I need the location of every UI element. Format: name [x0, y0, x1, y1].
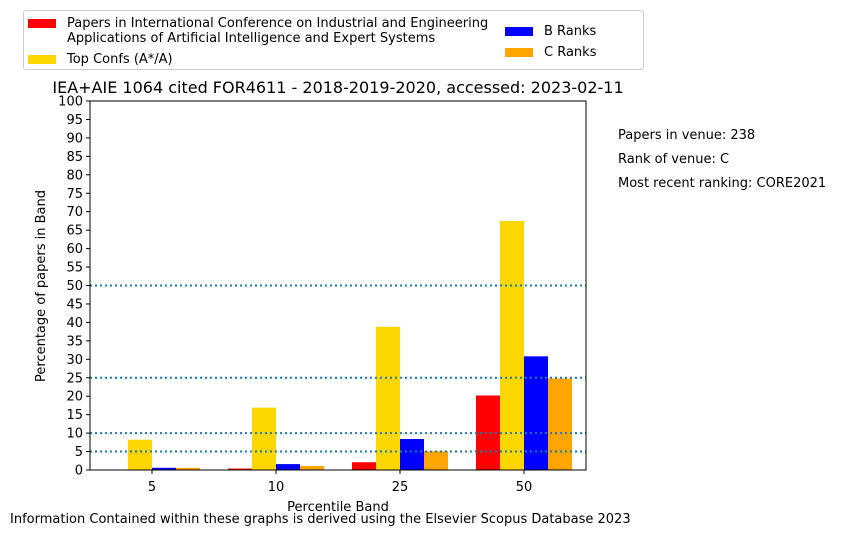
legend-label-b-ranks: B Ranks: [544, 24, 597, 39]
bar: [548, 378, 572, 470]
legend-swatch-b-ranks: [505, 27, 533, 36]
y-tick-label: 35: [66, 334, 83, 349]
y-tick-label: 85: [66, 150, 83, 165]
y-tick-label: 50: [66, 279, 83, 294]
bar: [300, 465, 324, 470]
x-tick-label: 5: [148, 480, 156, 495]
bar: [500, 220, 524, 470]
y-tick-label: 80: [66, 168, 83, 183]
legend: Papers in International Conference on In…: [23, 10, 644, 70]
chart-title: IEA+AIE 1064 cited FOR4611 - 2018-2019-2…: [52, 78, 623, 97]
bar: [352, 462, 376, 470]
legend-swatch-top-confs: [28, 55, 56, 64]
x-axis-label: Percentile Band: [287, 500, 389, 515]
x-tick-label: 50: [516, 480, 533, 495]
y-tick-label: 55: [66, 261, 83, 276]
bar: [424, 451, 448, 470]
most-recent-ranking-text: Most recent ranking: CORE2021: [618, 176, 827, 191]
y-tick-label: 40: [66, 316, 83, 331]
bar: [524, 356, 548, 470]
y-tick-label: 15: [66, 408, 83, 423]
x-tick-label: 25: [392, 480, 409, 495]
y-tick-label: 95: [66, 113, 83, 128]
bar: [400, 439, 424, 470]
y-tick-label: 20: [66, 390, 83, 405]
rank-of-venue-text: Rank of venue: C: [618, 152, 730, 167]
y-tick-label: 25: [66, 371, 83, 386]
papers-in-venue-text: Papers in venue: 238: [618, 128, 756, 143]
bar: [228, 468, 252, 470]
y-axis-label: Percentage of papers in Band: [34, 190, 49, 382]
y-tick-label: 75: [66, 187, 83, 202]
x-axis: 5 10 25 50: [148, 470, 532, 495]
bar: [376, 326, 400, 470]
legend-item-c-ranks: C Ranks: [505, 45, 596, 60]
y-tick-label: 5: [75, 445, 83, 460]
legend-swatch-c-ranks: [505, 48, 533, 57]
y-tick-label: 65: [66, 224, 83, 239]
bar: [276, 464, 300, 470]
y-tick-label: 30: [66, 353, 83, 368]
y-axis: 0 5 10 15 20 25 30 35 40 45 50 55 60 65 70 75 80 85 90 95 10…: [58, 95, 90, 479]
bar: [152, 467, 176, 470]
y-tick-label: 70: [66, 205, 83, 220]
legend-label-venue: Papers in International Conference on In…: [67, 16, 489, 46]
legend-label-top-confs: Top Confs (A*/A): [67, 52, 173, 67]
legend-item-venue: Papers in International Conference on In…: [28, 16, 488, 46]
bar: [252, 407, 276, 470]
y-tick-label: 0: [75, 464, 83, 479]
y-tick-label: 45: [66, 297, 83, 312]
y-tick-label: 90: [66, 131, 83, 146]
legend-swatch-venue: [28, 19, 56, 28]
legend-item-top-confs: Top Confs (A*/A): [28, 52, 173, 67]
data-source-footer: Information Contained within these graph…: [10, 512, 631, 527]
bar: [176, 467, 200, 470]
y-tick-label: 10: [66, 427, 83, 442]
y-tick-label: 100: [58, 95, 83, 110]
legend-item-b-ranks: B Ranks: [505, 24, 596, 39]
x-tick-label: 10: [268, 480, 285, 495]
legend-label-c-ranks: C Ranks: [544, 45, 597, 60]
bars-layer: [128, 220, 572, 470]
bar: [128, 439, 152, 470]
y-tick-label: 60: [66, 242, 83, 257]
